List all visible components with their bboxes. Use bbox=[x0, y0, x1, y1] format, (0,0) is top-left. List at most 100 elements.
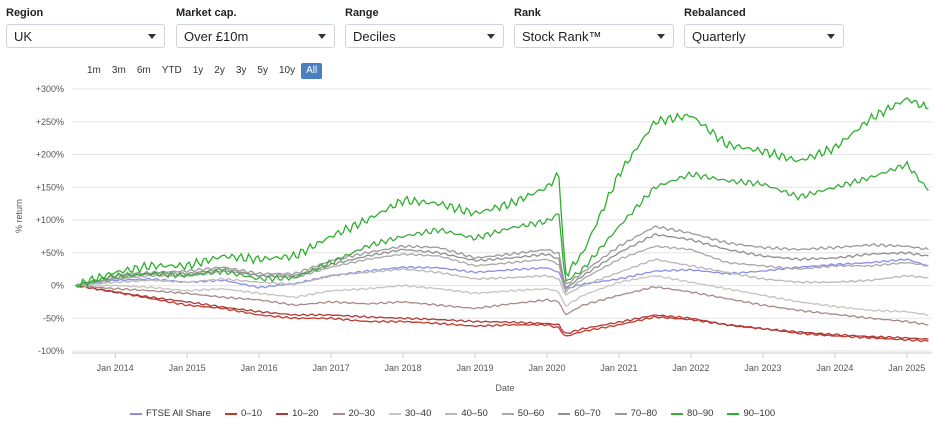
legend-item[interactable]: 70–80 bbox=[614, 408, 658, 419]
legend-swatch bbox=[727, 412, 740, 415]
x-tick-label: Jan 2025 bbox=[888, 363, 925, 373]
legend-label: 80–90 bbox=[687, 408, 714, 419]
legend-swatch bbox=[388, 412, 401, 415]
y-tick-label: +50% bbox=[41, 248, 64, 258]
filter-rank: Rank Stock Rank™ bbox=[514, 6, 674, 48]
x-tick-label: Jan 2023 bbox=[744, 363, 781, 373]
y-tick-label: +300% bbox=[36, 84, 64, 94]
y-tick-label: -50% bbox=[43, 313, 64, 323]
x-tick-label: Jan 2019 bbox=[456, 363, 493, 373]
legend-swatch bbox=[614, 412, 627, 415]
chart-series bbox=[75, 97, 929, 343]
legend-item[interactable]: 20–30 bbox=[332, 408, 375, 419]
returns-line-chart: +300% +250% +200% +150% +100% +50% 0% -50% -100%… bbox=[14, 84, 932, 393]
zoom-button-6m[interactable]: 6m bbox=[136, 65, 151, 76]
legend-item[interactable]: 60–70 bbox=[558, 408, 601, 419]
legend-item[interactable]: 90–100 bbox=[727, 408, 775, 419]
dropdown-value: Deciles bbox=[353, 28, 396, 44]
legend-swatch bbox=[332, 412, 345, 415]
series-line-2 bbox=[75, 284, 929, 340]
filter-range: Range Deciles bbox=[345, 6, 504, 48]
series-line-9 bbox=[75, 160, 929, 288]
legend-label: 90–100 bbox=[743, 408, 776, 419]
legend-item[interactable]: 50–60 bbox=[501, 408, 545, 419]
caret-down-icon bbox=[827, 33, 835, 39]
x-tick-label: Jan 2017 bbox=[313, 363, 350, 373]
filter-dropdown[interactable]: Over £10m bbox=[176, 24, 335, 48]
filter-label: Rank bbox=[514, 7, 541, 19]
zoom-button-3y[interactable]: 3y bbox=[235, 65, 247, 76]
zoom-button-ytd[interactable]: YTD bbox=[161, 65, 182, 76]
filter-label: Range bbox=[345, 7, 379, 19]
filter-rebalanced: Rebalanced Quarterly bbox=[684, 6, 844, 48]
zoom-button-5y[interactable]: 5y bbox=[257, 65, 268, 76]
x-tick-label: Jan 2024 bbox=[816, 363, 853, 373]
caret-down-icon bbox=[487, 33, 495, 39]
legend-label: 70–80 bbox=[630, 408, 658, 419]
y-axis-ticks: +300% +250% +200% +150% +100% +50% 0% -50% -100% bbox=[36, 84, 64, 356]
legend-item[interactable]: 0–10 bbox=[224, 408, 263, 419]
legend-label: 10–20 bbox=[292, 408, 319, 419]
filter-region: Region UK bbox=[6, 6, 165, 48]
legend-item[interactable]: 80–90 bbox=[671, 408, 713, 419]
zoom-range-selector: 1m 3m 6m YTD 1y 2y 3y 5y 10y All bbox=[82, 63, 323, 79]
zoom-button-1m[interactable]: 1m bbox=[87, 65, 101, 76]
legend-item[interactable]: FTSE All Share bbox=[130, 408, 211, 419]
legend-swatch bbox=[445, 412, 458, 415]
filter-dropdown[interactable]: Quarterly bbox=[684, 24, 844, 48]
legend-swatch bbox=[671, 412, 684, 415]
zoom-button-1y[interactable]: 1y bbox=[192, 65, 204, 76]
legend-label: 20–30 bbox=[348, 408, 375, 419]
legend-label: 50–60 bbox=[517, 408, 545, 419]
y-axis-title: % return bbox=[14, 199, 24, 233]
series-line-10 bbox=[75, 97, 929, 288]
y-tick-label: -100% bbox=[38, 346, 64, 356]
y-tick-label: +100% bbox=[36, 215, 64, 225]
x-tick-label: Jan 2014 bbox=[97, 363, 134, 373]
legend-label: 30–40 bbox=[404, 408, 432, 419]
legend-label: 0–10 bbox=[240, 408, 263, 419]
y-tick-label: +200% bbox=[36, 150, 64, 160]
series-line-5 bbox=[75, 258, 929, 296]
caret-down-icon bbox=[148, 33, 156, 39]
zoom-button-2y[interactable]: 2y bbox=[214, 65, 225, 76]
x-tick-label: Jan 2020 bbox=[528, 363, 565, 373]
dropdown-value: Quarterly bbox=[692, 28, 746, 44]
legend-swatch bbox=[224, 412, 237, 415]
zoom-button-10y[interactable]: 10y bbox=[278, 65, 296, 76]
x-tick-label: Jan 2016 bbox=[241, 363, 278, 373]
legend-label: 40–50 bbox=[461, 408, 488, 419]
series-line-4 bbox=[75, 275, 929, 316]
chart-legend: FTSE All Share 0–10 10–20 20–30 30–40 40–50 50… bbox=[130, 408, 789, 419]
filter-label: Market cap. bbox=[176, 7, 237, 19]
legend-label: 60–70 bbox=[574, 408, 601, 419]
legend-item[interactable]: 10–20 bbox=[276, 408, 319, 419]
filter-dropdown[interactable]: UK bbox=[6, 24, 165, 48]
filter-dropdown[interactable]: Stock Rank™ bbox=[514, 24, 674, 48]
legend-swatch bbox=[276, 412, 289, 415]
x-axis-ticks: Jan 2014 Jan 2015 Jan 2016 Jan 2017 Jan 2018… bbox=[72, 352, 932, 373]
dropdown-value: UK bbox=[14, 28, 33, 44]
zoom-button-3m[interactable]: 3m bbox=[111, 65, 126, 76]
filter-label: Rebalanced bbox=[684, 7, 746, 19]
y-tick-label: +150% bbox=[36, 182, 64, 192]
series-line-7 bbox=[75, 233, 929, 290]
series-line-3 bbox=[75, 284, 929, 326]
filter-label: Region bbox=[6, 7, 44, 19]
x-tick-label: Jan 2021 bbox=[600, 363, 637, 373]
caret-down-icon bbox=[657, 33, 665, 39]
dropdown-value: Stock Rank™ bbox=[522, 28, 602, 44]
x-axis-title: Date bbox=[495, 383, 514, 393]
filter-market-cap: Market cap. Over £10m bbox=[176, 6, 335, 48]
filter-dropdown[interactable]: Deciles bbox=[345, 24, 504, 48]
series-line-8 bbox=[75, 225, 929, 287]
zoom-button-all[interactable]: All bbox=[301, 63, 323, 79]
legend-swatch bbox=[558, 412, 571, 415]
x-tick-label: Jan 2022 bbox=[672, 363, 709, 373]
legend-item[interactable]: 40–50 bbox=[445, 408, 488, 419]
chart-grid bbox=[72, 88, 932, 352]
caret-down-icon bbox=[318, 33, 326, 39]
x-tick-label: Jan 2015 bbox=[169, 363, 206, 373]
legend-item[interactable]: 30–40 bbox=[388, 408, 432, 419]
dropdown-value: Over £10m bbox=[184, 28, 249, 44]
